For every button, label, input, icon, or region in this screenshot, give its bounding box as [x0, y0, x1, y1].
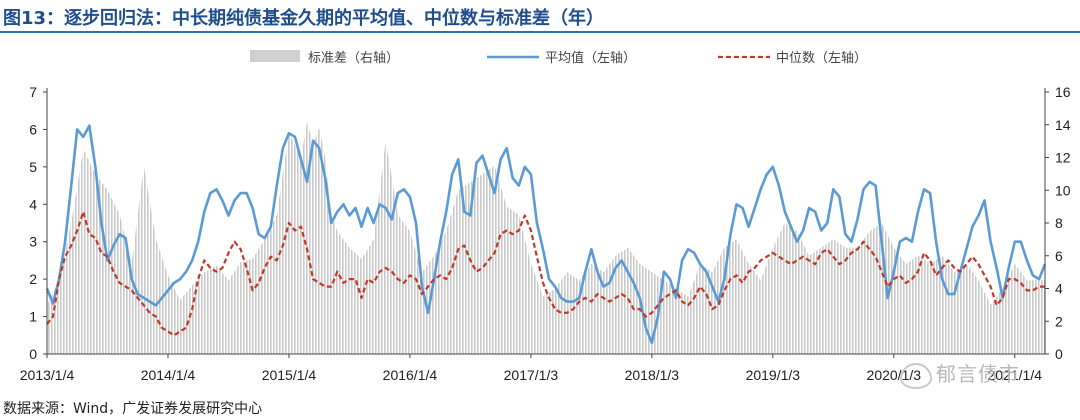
y-right-tick-label: 8: [1055, 215, 1063, 231]
legend-std-swatch: [250, 50, 300, 62]
y-right-tick-label: 10: [1055, 182, 1071, 198]
std-area-series: [47, 121, 1045, 354]
line-series: [45, 124, 1047, 345]
x-tick-label: 2019/1/3: [746, 367, 801, 383]
y-right-tick-label: 16: [1055, 84, 1071, 100]
x-tick-label: 2014/1/4: [141, 367, 196, 383]
y-left-tick-label: 0: [29, 346, 37, 362]
legend-median-label: 中位数（左轴）: [776, 51, 867, 66]
series-median-line: [46, 210, 1045, 337]
wechat-logo-icon: [900, 362, 932, 389]
x-tick-label: 2018/1/3: [625, 367, 680, 383]
x-tick-label: 2021/1/4: [988, 367, 1043, 383]
y-left-tick-label: 7: [29, 84, 37, 100]
legend-std-label: 标准差（右轴）: [308, 51, 399, 66]
y-left-tick-label: 4: [29, 196, 37, 212]
legend: 标准差（右轴） 平均值（左轴） 中位数（左轴）: [250, 50, 867, 66]
legend-mean-label: 平均值（左轴）: [545, 50, 636, 66]
y-right-tick-label: 0: [1055, 346, 1063, 362]
watermark-text: 郁言债市: [936, 362, 1020, 386]
y-left-tick-label: 1: [29, 309, 37, 325]
y-right-tick-label: 12: [1055, 150, 1071, 166]
y-left-tick-label: 2: [29, 271, 37, 287]
x-tick-label: 2016/1/4: [383, 367, 438, 383]
figure-title: 图13：逐步回归法：中长期纯债基金久期的平均值、中位数与标准差（年）: [3, 8, 605, 29]
x-tick-label: 2015/1/4: [262, 367, 317, 383]
y-right-tick-label: 14: [1055, 117, 1071, 133]
y-right-tick-label: 2: [1055, 313, 1063, 329]
y-left-tick-label: 3: [29, 234, 37, 250]
y-right-tick-label: 4: [1055, 281, 1063, 297]
series-std-area: [47, 121, 1045, 354]
title-rule: [0, 31, 1080, 33]
y-left-tick-label: 6: [29, 121, 37, 137]
x-tick-label: 2013/1/4: [20, 367, 75, 383]
watermark: 郁言债市: [900, 358, 1020, 389]
series-mean-line: [45, 124, 1047, 345]
source-note: 数据来源：Wind，广发证券发展研究中心: [3, 401, 263, 417]
x-tick-label: 2017/1/3: [504, 367, 559, 383]
y-left-tick-label: 5: [29, 159, 37, 175]
y-right-tick-label: 6: [1055, 248, 1063, 264]
